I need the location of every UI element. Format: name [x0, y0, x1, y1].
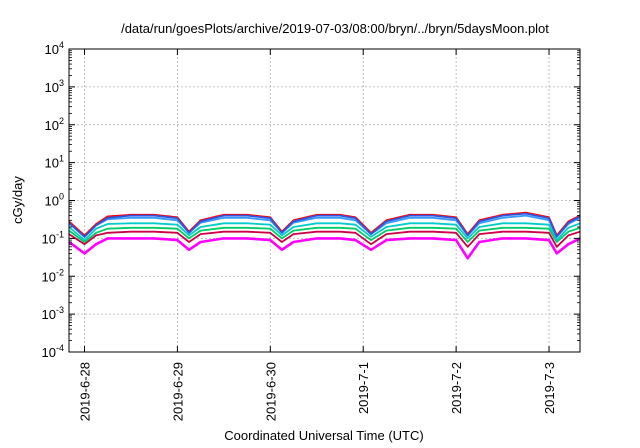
series-line	[68, 226, 581, 243]
y-tick-label: 104	[45, 40, 64, 57]
series-line	[68, 230, 581, 248]
x-tick-label: 2019-7-3	[542, 362, 557, 414]
series-layer	[68, 211, 581, 260]
x-axis-label: Coordinated Universal Time (UTC)	[224, 428, 423, 443]
x-tick-label: 2019-6-30	[263, 362, 278, 421]
grid	[69, 49, 580, 352]
ticks	[69, 48, 580, 353]
y-tick-label: 10-2	[42, 267, 64, 284]
y-tick-label: 10-3	[42, 305, 64, 322]
y-tick-label: 102	[45, 116, 64, 133]
series-line	[68, 237, 581, 260]
series-line	[68, 222, 581, 242]
y-tick-label: 10-4	[42, 343, 64, 360]
series-line	[68, 212, 581, 238]
x-tick-label: 2019-6-28	[77, 362, 92, 421]
x-tick-labels: 2019-6-28 2019-6-29 2019-6-30 2019-7-1 2019-…	[77, 362, 557, 421]
y-tick-label: 103	[45, 78, 64, 95]
y-tick-label: 101	[45, 154, 64, 171]
y-tick-label: 100	[45, 192, 64, 209]
series-line	[68, 214, 581, 238]
y-axis-label: cGy/day	[10, 176, 25, 224]
x-tick-label: 2019-7-1	[356, 362, 371, 414]
x-tick-label: 2019-6-29	[170, 362, 185, 421]
y-tick-labels: 10-4 10-3 10-2 10-1 100 101 102 103 104	[42, 40, 64, 360]
chart-title: /data/run/goesPlots/archive/2019-07-03/0…	[121, 21, 549, 36]
y-tick-label: 10-1	[42, 229, 64, 246]
x-tick-label: 2019-7-2	[449, 362, 464, 414]
